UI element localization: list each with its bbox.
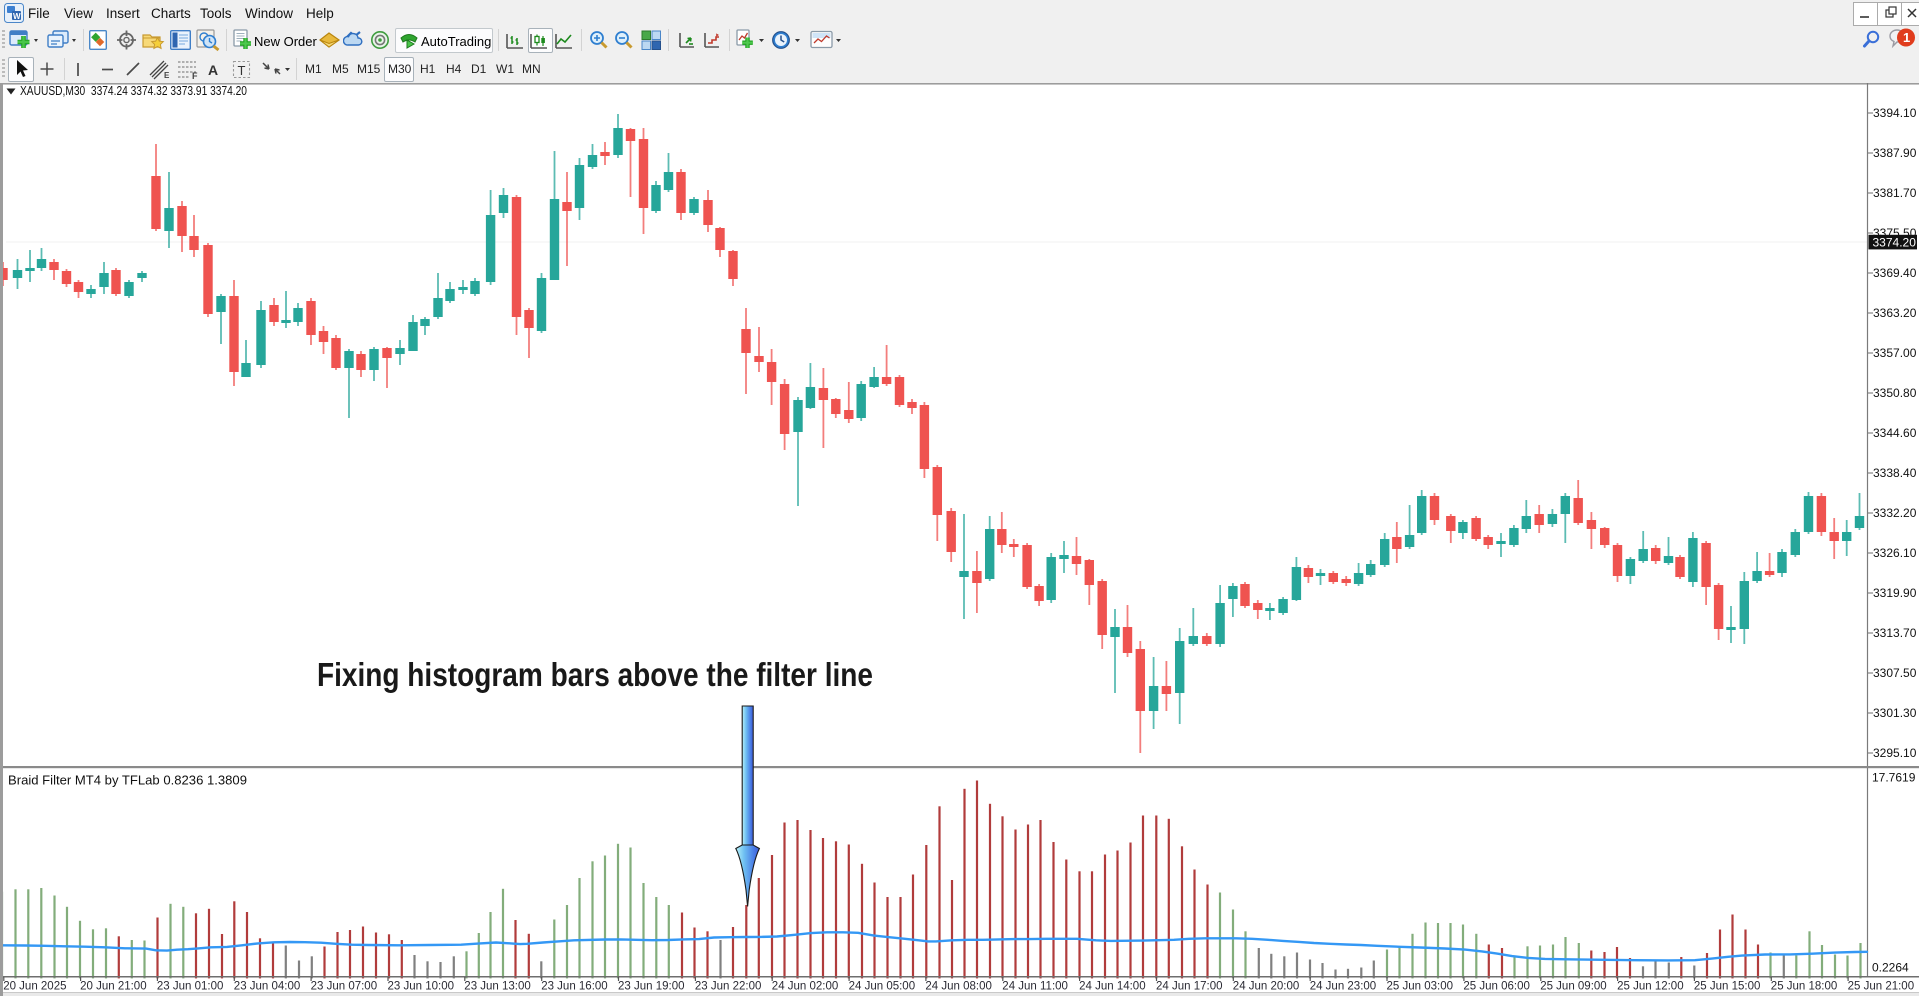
svg-text:3307.50: 3307.50	[1873, 666, 1917, 680]
svg-text:23 Jun 19:00: 23 Jun 19:00	[618, 981, 685, 993]
svg-text:25 Jun 09:00: 25 Jun 09:00	[1540, 981, 1607, 993]
svg-text:3350.80: 3350.80	[1873, 386, 1917, 400]
svg-text:0.2264: 0.2264	[1872, 961, 1909, 975]
svg-text:3357.00: 3357.00	[1873, 346, 1917, 360]
svg-text:3313.70: 3313.70	[1873, 626, 1917, 640]
svg-text:24 Jun 23:00: 24 Jun 23:00	[1310, 981, 1377, 993]
svg-text:20 Jun 2025: 20 Jun 2025	[3, 981, 66, 993]
svg-text:24 Jun 02:00: 24 Jun 02:00	[772, 981, 839, 993]
svg-text:W: W	[13, 12, 21, 21]
svg-text:23 Jun 07:00: 23 Jun 07:00	[311, 981, 378, 993]
svg-text:3338.40: 3338.40	[1873, 466, 1917, 480]
svg-text:24 Jun 11:00: 24 Jun 11:00	[1002, 981, 1068, 993]
svg-text:3387.90: 3387.90	[1873, 146, 1917, 160]
svg-text:F: F	[192, 71, 198, 80]
svg-text:3381.70: 3381.70	[1873, 186, 1917, 200]
svg-text:3326.10: 3326.10	[1873, 546, 1917, 560]
svg-text:1: 1	[1903, 30, 1910, 45]
svg-text:3319.90: 3319.90	[1873, 586, 1917, 600]
svg-text:3374.20: 3374.20	[1873, 235, 1917, 249]
svg-text:20 Jun 21:00: 20 Jun 21:00	[80, 981, 147, 993]
svg-text:24 Jun 17:00: 24 Jun 17:00	[1156, 981, 1223, 993]
svg-text:3363.20: 3363.20	[1873, 306, 1917, 320]
svg-text:24 Jun 05:00: 24 Jun 05:00	[849, 981, 916, 993]
svg-text:23 Jun 16:00: 23 Jun 16:00	[541, 981, 608, 993]
svg-text:Braid Filter MT4 by TFLab 0.82: Braid Filter MT4 by TFLab 0.8236 1.3809	[8, 774, 247, 788]
svg-text:3394.10: 3394.10	[1873, 106, 1917, 120]
svg-text:25 Jun 12:00: 25 Jun 12:00	[1617, 981, 1684, 993]
svg-text:XAUUSD,M30 3374.24 3374.32 33: XAUUSD,M30 3374.24 3374.32 3373.91 3374.…	[20, 84, 247, 98]
svg-text:23 Jun 22:00: 23 Jun 22:00	[695, 981, 762, 993]
svg-text:17.7619: 17.7619	[1872, 771, 1916, 785]
svg-text:3332.20: 3332.20	[1873, 506, 1917, 520]
svg-text:23 Jun 10:00: 23 Jun 10:00	[388, 981, 455, 993]
svg-text:3301.30: 3301.30	[1873, 706, 1917, 720]
svg-text:3295.10: 3295.10	[1873, 746, 1917, 760]
svg-text:25 Jun 15:00: 25 Jun 15:00	[1694, 981, 1761, 993]
svg-text:25 Jun 21:00: 25 Jun 21:00	[1848, 981, 1915, 993]
svg-text:23 Jun 13:00: 23 Jun 13:00	[464, 981, 531, 993]
svg-text:24 Jun 14:00: 24 Jun 14:00	[1079, 981, 1146, 993]
svg-text:E: E	[164, 71, 170, 80]
svg-text:3369.40: 3369.40	[1873, 266, 1917, 280]
svg-text:T: T	[238, 63, 246, 78]
svg-text:3344.60: 3344.60	[1873, 426, 1917, 440]
svg-text:25 Jun 06:00: 25 Jun 06:00	[1463, 981, 1530, 993]
svg-text:24 Jun 08:00: 24 Jun 08:00	[925, 981, 992, 993]
svg-text:25 Jun 03:00: 25 Jun 03:00	[1387, 981, 1454, 993]
svg-text:23 Jun 01:00: 23 Jun 01:00	[157, 981, 224, 993]
svg-text:25 Jun 18:00: 25 Jun 18:00	[1771, 981, 1838, 993]
svg-text:23 Jun 04:00: 23 Jun 04:00	[234, 981, 301, 993]
svg-text:Fixing histogram bars above th: Fixing histogram bars above the filter l…	[317, 656, 873, 693]
svg-text:24 Jun 20:00: 24 Jun 20:00	[1233, 981, 1300, 993]
